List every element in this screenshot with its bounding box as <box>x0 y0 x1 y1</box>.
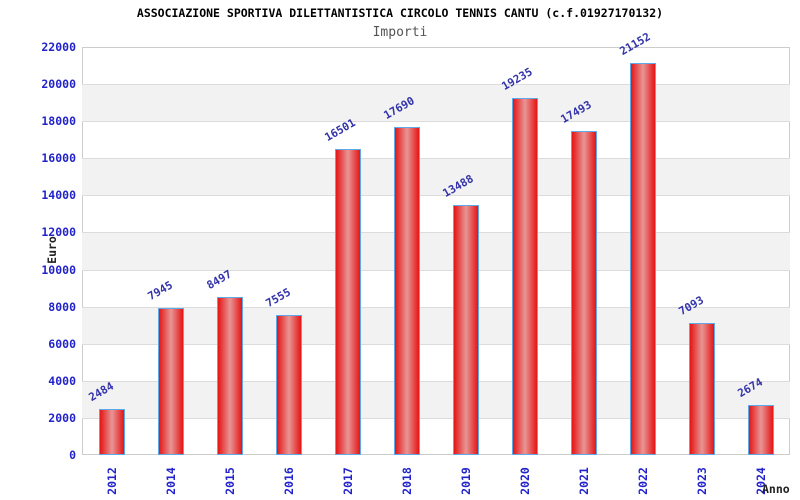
bar <box>393 126 420 455</box>
y-tick-label: 8000 <box>48 299 76 314</box>
x-tick-label: 2020 <box>517 467 532 495</box>
x-axis-title: Anno <box>762 482 790 496</box>
y-tick-label: 22000 <box>41 40 76 54</box>
y-tick-label: 4000 <box>48 373 76 388</box>
x-tick-label: 2022 <box>635 467 650 495</box>
plot-band <box>82 306 790 344</box>
bar <box>688 323 715 455</box>
y-tick-label: 2000 <box>48 410 76 425</box>
bar <box>452 204 479 455</box>
plot-band <box>82 84 790 122</box>
y-tick-label: 10000 <box>41 262 76 277</box>
gridline <box>82 306 790 308</box>
x-tick-label: 2014 <box>163 467 178 495</box>
y-tick-label: 16000 <box>41 151 76 166</box>
gridline <box>82 121 790 123</box>
gridline <box>82 380 790 382</box>
bar <box>511 98 538 455</box>
y-axis-title: Euro <box>45 236 59 264</box>
y-tick-label: 12000 <box>41 225 76 240</box>
bar <box>334 148 361 455</box>
y-tick-label: 20000 <box>41 77 76 92</box>
gridline <box>82 269 790 271</box>
gridline <box>82 417 790 419</box>
plot-band <box>82 232 790 270</box>
x-tick-label: 2015 <box>222 467 237 495</box>
chart-title: ASSOCIAZIONE SPORTIVA DILETTANTISTICA CI… <box>136 6 664 20</box>
gridline <box>82 158 790 160</box>
bar <box>98 408 125 455</box>
bar <box>747 405 774 455</box>
x-tick-label: 2018 <box>399 467 414 495</box>
chart-subtitle: Importi <box>372 25 428 40</box>
x-tick-label: 2016 <box>281 467 296 495</box>
bar <box>629 62 656 455</box>
gridline <box>82 84 790 86</box>
bar <box>275 314 302 455</box>
bar <box>216 297 243 455</box>
x-tick-label: 2023 <box>694 467 709 495</box>
plot-band <box>82 158 790 196</box>
x-tick-label: 2012 <box>104 467 119 495</box>
plot-band <box>82 380 790 418</box>
gridline <box>82 343 790 345</box>
y-tick-label: 18000 <box>41 114 76 129</box>
y-tick-label: 14000 <box>41 188 76 203</box>
gridline <box>82 195 790 197</box>
x-tick-label: 2021 <box>576 467 591 495</box>
y-tick-label: 0 <box>69 448 76 462</box>
x-tick-label: 2017 <box>340 467 355 495</box>
bar <box>570 130 597 455</box>
y-tick-label: 6000 <box>48 336 76 351</box>
x-tick-label: 2019 <box>458 467 473 495</box>
gridline <box>82 232 790 234</box>
bar <box>157 307 184 455</box>
